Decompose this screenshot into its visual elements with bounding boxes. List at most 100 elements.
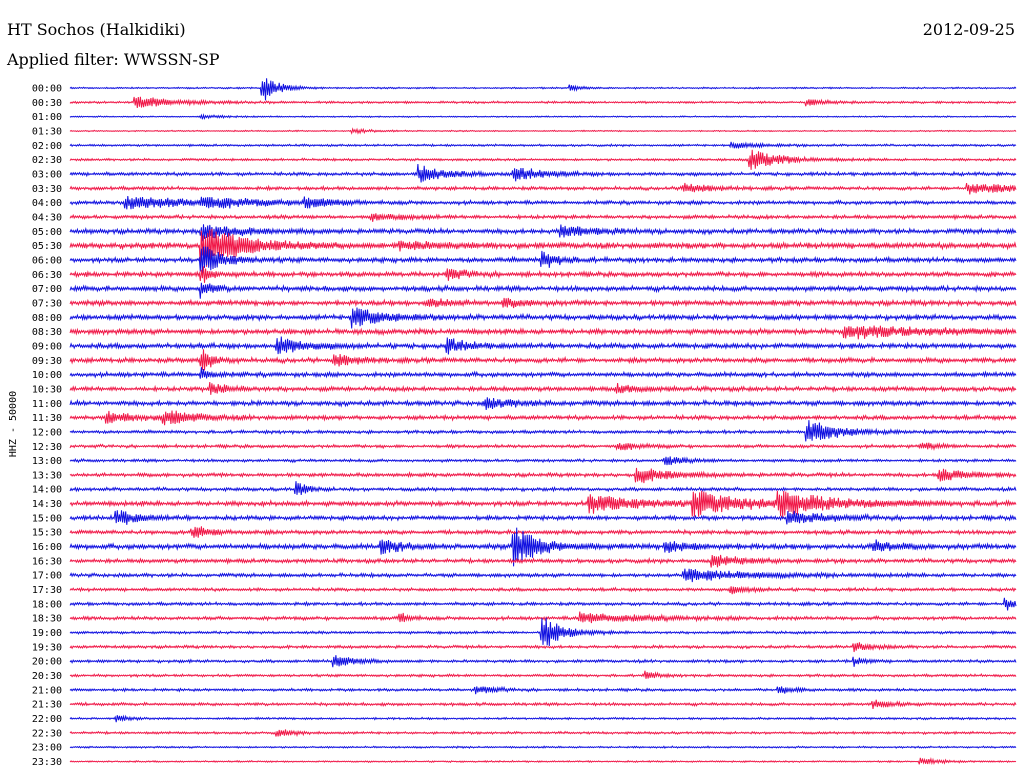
seismic-trace	[69, 510, 1017, 525]
time-tick-label: 15:00	[32, 513, 62, 524]
seismic-trace	[69, 382, 1017, 395]
seismic-trace	[69, 96, 1017, 108]
time-tick-label: 04:30	[32, 212, 62, 223]
trace-group	[69, 78, 1017, 766]
time-tick-label: 08:00	[32, 313, 62, 324]
time-tick-labels: 00:00 00:30 01:00 01:30 02:00 02:30 03:00 03:30…	[32, 84, 62, 769]
time-tick-label: 03:30	[32, 184, 62, 195]
time-tick-label: 02:30	[32, 155, 62, 166]
time-tick-label: 04:00	[32, 198, 62, 209]
time-tick-label: 20:00	[32, 657, 62, 668]
time-tick-label: 00:00	[32, 84, 62, 95]
time-tick-label: 02:00	[32, 141, 62, 152]
seismic-trace	[69, 655, 1017, 668]
time-tick-label: 05:00	[32, 227, 62, 238]
time-tick-label: 18:30	[32, 614, 62, 625]
seismic-trace	[69, 307, 1017, 329]
seismic-trace	[69, 527, 1017, 567]
seismic-trace	[69, 397, 1017, 410]
time-tick-label: 17:00	[32, 571, 62, 582]
seismic-trace	[69, 481, 1017, 495]
time-tick-label: 05:30	[32, 241, 62, 252]
time-tick-label: 03:00	[32, 169, 62, 180]
seismic-trace	[69, 714, 1017, 723]
time-tick-label: 10:30	[32, 384, 62, 395]
seismic-trace	[69, 297, 1017, 309]
time-tick-label: 06:30	[32, 270, 62, 281]
seismic-trace	[69, 141, 1017, 149]
time-tick-label: 12:00	[32, 427, 62, 438]
y-axis-label: HHZ - 50000	[8, 391, 19, 457]
seismic-trace	[69, 490, 1017, 518]
time-tick-label: 08:30	[32, 327, 62, 338]
seismic-trace	[69, 585, 1017, 595]
seismic-trace	[69, 699, 1017, 709]
seismic-trace	[69, 336, 1017, 355]
seismic-trace	[69, 224, 1017, 242]
time-tick-label: 13:30	[32, 470, 62, 481]
time-tick-label: 16:00	[32, 542, 62, 553]
seismic-trace	[69, 745, 1017, 750]
time-tick-label: 11:30	[32, 413, 62, 424]
time-tick-label: 19:30	[32, 642, 62, 653]
seismic-trace	[69, 78, 1017, 101]
seismic-trace	[69, 685, 1017, 695]
seismic-trace	[69, 729, 1017, 738]
seismic-trace	[69, 282, 1017, 299]
seismic-trace	[69, 568, 1017, 583]
seismic-trace	[69, 246, 1017, 276]
time-tick-label: 01:00	[32, 112, 62, 123]
seismic-trace	[69, 410, 1017, 426]
time-tick-label: 22:30	[32, 728, 62, 739]
time-tick-label: 14:30	[32, 499, 62, 510]
time-tick-label: 18:00	[32, 599, 62, 610]
seismic-trace	[69, 554, 1017, 568]
time-tick-label: 07:00	[32, 284, 62, 295]
seismic-trace	[69, 611, 1017, 624]
time-tick-label: 06:00	[32, 255, 62, 266]
time-tick-label: 21:00	[32, 685, 62, 696]
time-tick-label: 13:00	[32, 456, 62, 467]
seismic-trace	[69, 442, 1017, 451]
time-tick-label: 23:00	[32, 743, 62, 754]
seismic-trace	[69, 456, 1017, 466]
seismic-trace	[69, 420, 1017, 442]
seismic-trace	[69, 670, 1017, 679]
time-tick-label: 01:30	[32, 126, 62, 137]
seismic-trace	[69, 617, 1017, 647]
seismic-trace	[69, 228, 1017, 267]
seismic-trace	[69, 266, 1017, 283]
time-tick-label: 15:30	[32, 528, 62, 539]
time-tick-label: 22:00	[32, 714, 62, 725]
time-tick-label: 17:30	[32, 585, 62, 596]
seismic-trace	[69, 325, 1017, 340]
seismic-trace	[69, 757, 1017, 766]
time-tick-label: 20:30	[32, 671, 62, 682]
time-tick-label: 10:00	[32, 370, 62, 381]
seismic-trace	[69, 149, 1017, 170]
seismic-trace	[69, 113, 1017, 121]
time-tick-label: 21:30	[32, 700, 62, 711]
seismic-trace	[69, 349, 1017, 371]
seismic-trace	[69, 196, 1017, 210]
filter-label: Applied filter: WWSSN-SP	[7, 50, 220, 69]
station-title: HT Sochos (Halkidiki)	[7, 20, 186, 39]
seismic-trace	[69, 213, 1017, 222]
seismic-trace	[69, 597, 1017, 611]
seismic-trace	[69, 164, 1017, 183]
time-tick-label: 23:30	[32, 757, 62, 768]
seismic-trace	[69, 182, 1017, 195]
time-tick-label: 16:30	[32, 556, 62, 567]
time-tick-label: 11:00	[32, 399, 62, 410]
time-tick-label: 19:00	[32, 628, 62, 639]
seismic-trace	[69, 467, 1017, 484]
time-tick-label: 09:30	[32, 356, 62, 367]
seismic-trace	[69, 127, 1017, 135]
time-tick-label: 14:00	[32, 485, 62, 496]
time-tick-label: 00:30	[32, 98, 62, 109]
time-tick-label: 07:30	[32, 298, 62, 309]
seismic-trace	[69, 642, 1017, 653]
time-tick-label: 12:30	[32, 442, 62, 453]
seismic-trace	[69, 367, 1017, 379]
